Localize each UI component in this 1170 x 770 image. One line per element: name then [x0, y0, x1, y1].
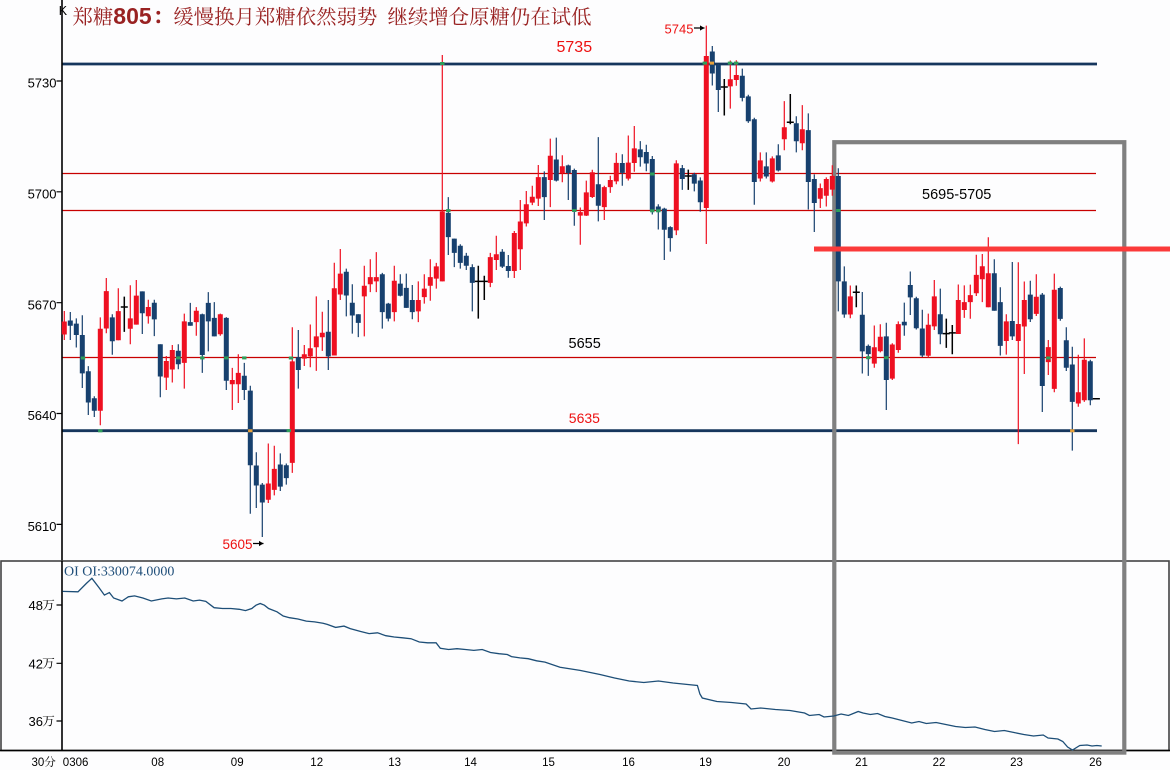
- svg-text:5655: 5655: [569, 336, 601, 352]
- svg-text:OI OI:330074.0000: OI OI:330074.0000: [64, 565, 174, 580]
- svg-text:48: 48: [29, 598, 43, 613]
- svg-text:K: K: [59, 4, 68, 18]
- svg-text:20: 20: [778, 757, 791, 769]
- svg-text:08: 08: [151, 757, 164, 769]
- svg-text:5695-5705: 5695-5705: [922, 187, 991, 203]
- svg-text:12: 12: [310, 757, 323, 769]
- svg-text:5610: 5610: [28, 519, 57, 534]
- svg-text:22: 22: [933, 757, 946, 769]
- svg-text:5635: 5635: [569, 410, 600, 426]
- svg-text:805: 805: [113, 3, 152, 29]
- svg-text:14: 14: [464, 757, 477, 769]
- svg-text:5700: 5700: [28, 186, 57, 201]
- svg-text:26: 26: [1089, 757, 1102, 769]
- svg-text:13: 13: [388, 757, 401, 769]
- svg-text:36: 36: [29, 714, 43, 729]
- svg-text:16: 16: [622, 757, 635, 769]
- svg-text:5735: 5735: [557, 39, 593, 56]
- svg-text:19: 19: [699, 757, 712, 769]
- svg-text:23: 23: [1010, 757, 1023, 769]
- svg-text:5730: 5730: [28, 76, 57, 91]
- svg-text:5670: 5670: [28, 297, 57, 312]
- svg-text:42: 42: [29, 656, 43, 671]
- svg-text:5640: 5640: [28, 408, 57, 423]
- svg-text:5745: 5745: [665, 21, 694, 36]
- svg-text:09: 09: [231, 757, 244, 769]
- svg-text:0306: 0306: [63, 757, 89, 769]
- svg-text:21: 21: [855, 757, 868, 769]
- svg-text:5605: 5605: [223, 537, 253, 552]
- svg-text:30: 30: [32, 757, 45, 769]
- svg-text:15: 15: [542, 757, 555, 769]
